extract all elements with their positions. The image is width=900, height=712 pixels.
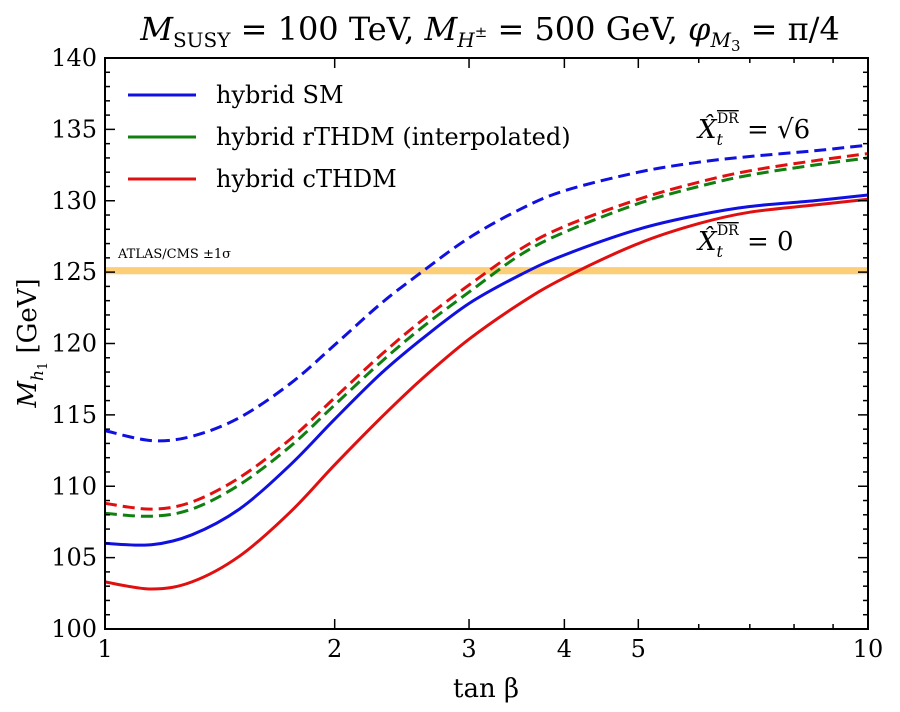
x-axis-label: tan β — [453, 674, 519, 704]
y-tick-label: 110 — [51, 472, 97, 500]
y-tick-label: 115 — [51, 401, 97, 429]
y-tick-label: 135 — [51, 115, 97, 143]
legend-label-cthdm: hybrid cTHDM — [216, 165, 397, 193]
y-tick-label: 140 — [51, 44, 97, 72]
series-xt-sqrt6-1 — [104, 156, 869, 518]
x-tick-label: 2 — [327, 635, 342, 663]
atlas-cms-band — [105, 267, 868, 275]
x-tick-label: 3 — [461, 635, 476, 663]
legend-label-rthdm: hybrid rTHDM (interpolated) — [216, 123, 571, 151]
annotation-xt-zero: X̂tDR = 0 — [696, 223, 794, 261]
series-xt-sqrt6-2 — [104, 152, 869, 511]
chart-title: MSUSY = 100 TeV, MH± = 500 GeV, φM3 = π/… — [139, 10, 840, 55]
axis-tick-labels: 100 105 110 115 120 125 130 135 140 1 2 3 4 5 10 — [51, 44, 883, 663]
band-label: ATLAS/CMS ±1σ — [117, 247, 231, 262]
plot-frame — [104, 57, 869, 630]
y-tick-label: 130 — [51, 187, 97, 215]
x-tick-label: 5 — [631, 635, 646, 663]
annotation-xt-sqrt6: X̂tDR = √6 — [696, 111, 810, 149]
y-tick-label: 100 — [51, 615, 97, 643]
series-xt-sqrt6-0 — [104, 143, 869, 443]
y-tick-label: 105 — [51, 544, 97, 572]
curves — [104, 143, 869, 591]
series-xt-zero-4 — [104, 197, 869, 591]
y-tick-label: 120 — [51, 330, 97, 358]
x-tick-label: 10 — [853, 635, 884, 663]
x-tick-label: 1 — [97, 635, 112, 663]
y-tick-label: 125 — [51, 258, 97, 286]
series-xt-zero-3 — [104, 193, 869, 547]
x-tick-label: 4 — [557, 635, 572, 663]
legend-label-sm: hybrid SM — [216, 81, 344, 109]
y-axis-label: Mh1 [GeV] — [13, 278, 51, 408]
legend: hybrid SM hybrid rTHDM (interpolated) hy… — [128, 81, 571, 193]
